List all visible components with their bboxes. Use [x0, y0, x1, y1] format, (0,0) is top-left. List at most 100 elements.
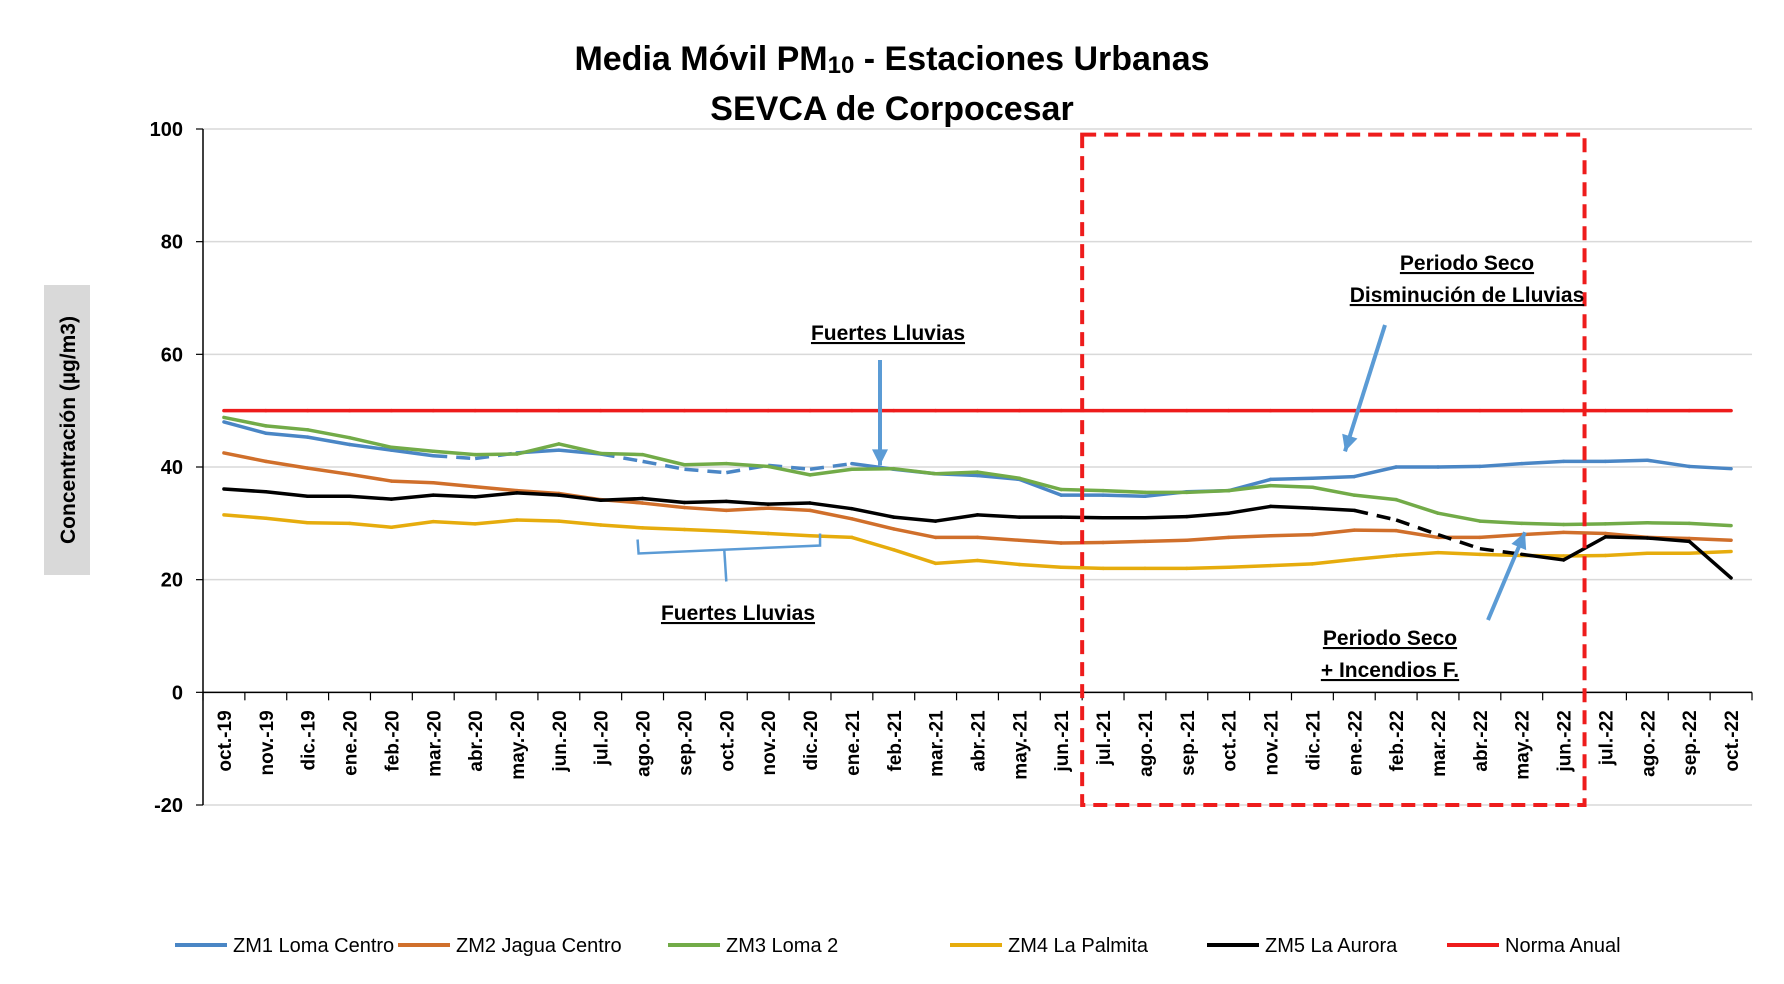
- series-segment: [1059, 565, 1105, 571]
- legend-label: ZM2 Jagua Centro: [456, 935, 622, 957]
- gridlines: [203, 128, 1752, 806]
- series-segment: [724, 529, 770, 536]
- x-tick-label: jul.-21: [1094, 710, 1115, 766]
- series-segment: [1519, 530, 1566, 537]
- series-segment: [305, 435, 352, 447]
- series-segment: [1226, 483, 1273, 493]
- series-segment: [640, 501, 687, 510]
- series-segment: [433, 453, 476, 461]
- y-tick-label: 100: [150, 119, 183, 141]
- series-segment: [389, 519, 436, 530]
- series-segment: [1478, 461, 1524, 469]
- axes: [196, 128, 1753, 806]
- series-segment: [431, 449, 477, 457]
- series-segment: [515, 442, 561, 456]
- series-segment: [1478, 532, 1524, 540]
- series-segment: [975, 558, 1022, 567]
- series-segment: [1185, 565, 1231, 571]
- x-tick-label: oct.-21: [1220, 710, 1241, 772]
- series-segment: [1645, 536, 1691, 544]
- x-tick-label: oct.-19: [215, 710, 236, 771]
- series-segment: [347, 494, 394, 501]
- series-segment: [1185, 511, 1231, 519]
- x-tick-label: ene.-21: [843, 710, 864, 776]
- series-segment: [1185, 535, 1231, 542]
- series-segment: [1436, 511, 1482, 523]
- series-segment: [264, 459, 310, 470]
- annotation-fuertes-lluvias-top-line: Fuertes Lluvias: [811, 322, 965, 345]
- series-segment: [347, 435, 394, 450]
- y-tick-label: 20: [161, 570, 183, 592]
- x-tick-label: ene.-22: [1345, 710, 1366, 775]
- legend-label: ZM1 Loma Centro: [233, 935, 394, 957]
- series-segment: [515, 488, 561, 496]
- series-segment: [1017, 477, 1063, 497]
- series-segment: [808, 501, 854, 511]
- series-segment: [305, 521, 352, 526]
- annotation-periodo-seco-incendios-line: Periodo Seco: [1323, 627, 1457, 650]
- x-tick-label: ago.-22: [1638, 710, 1659, 777]
- series-segment: [264, 431, 310, 439]
- series-segment: [1561, 530, 1608, 536]
- series-segment: [766, 464, 812, 477]
- series-segment: [1310, 485, 1357, 497]
- x-tick-label: sep.-20: [675, 710, 696, 775]
- y-tick-label: 80: [161, 232, 183, 254]
- x-tick-label: oct.-22: [1722, 710, 1743, 771]
- annotation-arrowhead: [1511, 532, 1527, 551]
- series-segment: [975, 535, 1022, 542]
- series-lines: [222, 408, 1733, 580]
- series-segment: [1478, 519, 1524, 526]
- series-segment: [598, 523, 645, 530]
- series-segment: [1519, 521, 1566, 527]
- series-segment: [473, 518, 519, 526]
- chart-subtitle: SEVCA de Corpocesar: [710, 90, 1073, 128]
- series-segment: [222, 487, 268, 494]
- annotations: Fuertes Lluvias Fuertes Lluvias Periodo Se…: [636, 252, 1584, 682]
- series-segment: [1687, 536, 1733, 542]
- annotation-bracket: [636, 533, 822, 555]
- series-segment: [222, 420, 268, 435]
- x-tick-label: mar.-22: [1429, 710, 1450, 777]
- series-segment: [264, 516, 310, 525]
- x-tick-labels: oct.-19 nov.-19 dic.-19 ene.-20 feb.-20 mar.-…: [215, 710, 1743, 780]
- series-segment: [1017, 562, 1063, 570]
- highlight-box: [1080, 132, 1587, 807]
- y-tick-labels: -20 0 20 40 60 80 100: [150, 119, 183, 817]
- series-segment: [1687, 549, 1733, 555]
- legend: ZM1 Loma Centro ZM2 Jagua Centro ZM3 Loma …: [175, 935, 1621, 957]
- series-segment: [347, 442, 394, 452]
- x-tick-label: may.-20: [508, 710, 529, 779]
- series-segment: [515, 518, 561, 523]
- series-segment: [1017, 476, 1063, 492]
- y-tick-label: 40: [161, 457, 183, 479]
- series-segment: [766, 501, 812, 506]
- series-segment: [1185, 488, 1231, 495]
- x-tick-label: mar.-21: [927, 710, 948, 777]
- series-segment: [473, 452, 519, 457]
- x-tick-label: feb.-21: [885, 710, 906, 772]
- series-segment: [850, 535, 896, 552]
- series-segment: [642, 459, 685, 471]
- x-tick-label: abr.-22: [1471, 710, 1492, 771]
- series-segment: [808, 508, 854, 521]
- x-tick-label: dic.-19: [299, 710, 320, 770]
- series-segment: [1603, 521, 1650, 526]
- title-subscript: 10: [828, 52, 855, 79]
- series-segment: [933, 470, 980, 476]
- series-segment: [1226, 533, 1273, 540]
- series-segment: [724, 461, 770, 469]
- series-segment: [1310, 528, 1357, 537]
- x-tick-label: feb.-20: [382, 710, 403, 771]
- series-segment: [1687, 521, 1733, 528]
- series-segment: [682, 499, 729, 505]
- annotation-fuertes-lluvias-bottom-line: Fuertes Lluvias: [661, 602, 815, 625]
- series-segment: [975, 470, 1022, 481]
- x-tick-label: nov.-20: [759, 710, 780, 775]
- series-segment: [892, 466, 938, 476]
- series-segment: [766, 531, 812, 538]
- series-segment: [640, 526, 687, 532]
- series-segment: [768, 463, 811, 471]
- x-tick-label: jul.-22: [1596, 710, 1617, 766]
- legend-label: ZM4 La Palmita: [1008, 935, 1149, 957]
